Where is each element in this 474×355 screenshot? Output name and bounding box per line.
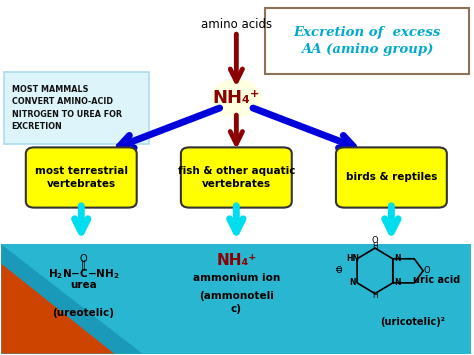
Polygon shape	[1, 264, 114, 354]
FancyBboxPatch shape	[264, 9, 469, 73]
Polygon shape	[1, 245, 142, 354]
FancyBboxPatch shape	[336, 147, 447, 208]
Text: N: N	[394, 254, 401, 263]
FancyBboxPatch shape	[4, 72, 149, 144]
Text: (ureotelic): (ureotelic)	[53, 308, 115, 318]
Text: ammonium ion: ammonium ion	[193, 273, 280, 283]
Text: (uricotelic)²: (uricotelic)²	[380, 317, 445, 327]
Text: N: N	[394, 278, 401, 288]
Bar	[1, 1, 471, 245]
Text: H: H	[372, 291, 378, 300]
Text: Excretion of  excess
AA (amino group): Excretion of excess AA (amino group)	[293, 26, 440, 56]
Text: amino acids: amino acids	[201, 18, 272, 31]
FancyBboxPatch shape	[181, 147, 292, 208]
Text: O: O	[80, 253, 87, 263]
Text: O: O	[423, 266, 430, 275]
Text: fish & other aquatic
vertebrates: fish & other aquatic vertebrates	[178, 166, 295, 189]
Text: $\bf{H_2N{-}C{-}NH_2}$: $\bf{H_2N{-}C{-}NH_2}$	[48, 267, 119, 281]
Text: NH₄⁺: NH₄⁺	[212, 89, 260, 107]
Text: =: =	[335, 265, 342, 274]
Text: NH₄⁺: NH₄⁺	[216, 253, 256, 268]
Text: most terrestrial
vertebrates: most terrestrial vertebrates	[35, 166, 128, 189]
Text: H: H	[372, 242, 378, 251]
Bar	[1, 245, 471, 354]
Text: ‖: ‖	[81, 259, 86, 270]
Text: urea: urea	[70, 280, 97, 290]
Text: HN: HN	[346, 254, 359, 263]
Text: O: O	[336, 266, 343, 275]
Text: birds & reptiles: birds & reptiles	[346, 173, 437, 182]
Text: (ammonoteli
c): (ammonoteli c)	[199, 291, 274, 314]
Text: O: O	[372, 236, 378, 245]
Text: MOST MAMMALS
CONVERT AMINO-ACID
NITROGEN TO UREA FOR
EXCRETION: MOST MAMMALS CONVERT AMINO-ACID NITROGEN…	[12, 85, 122, 131]
FancyBboxPatch shape	[26, 147, 137, 208]
Text: N: N	[349, 278, 356, 288]
Circle shape	[210, 79, 262, 118]
Text: uric acid: uric acid	[412, 275, 460, 285]
